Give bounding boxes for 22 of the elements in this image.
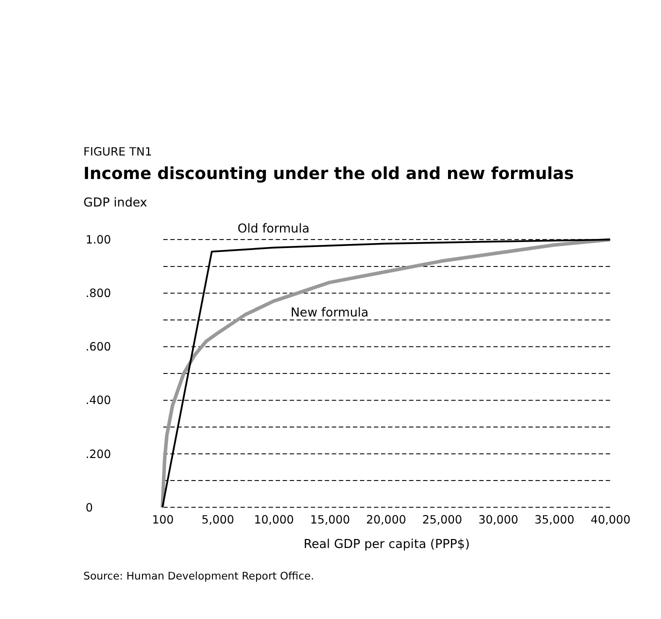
x-axis-title: Real GDP per capita (PPP$) xyxy=(304,537,470,552)
x-tick-label: 35,000 xyxy=(534,512,574,527)
x-tick-label: 100 xyxy=(152,512,174,527)
y-tick-label: .600 xyxy=(86,340,111,354)
series-label: New formula xyxy=(290,306,369,320)
x-tick-label: 15,000 xyxy=(310,512,350,527)
x-tick-label: 10,000 xyxy=(254,512,294,527)
x-tick-label: 5,000 xyxy=(201,512,234,527)
y-tick-label: .200 xyxy=(86,446,111,461)
y-tick-label: .400 xyxy=(86,393,111,408)
x-tick-label: 25,000 xyxy=(422,512,462,527)
chart-subtitle: FIGURE TN1 xyxy=(83,144,152,158)
x-tick-label: 40,000 xyxy=(590,512,630,527)
source-note: Source: Human Development Report Office. xyxy=(83,570,314,582)
x-tick-label: 20,000 xyxy=(366,512,406,527)
chart-title: Income discounting under the old and new formulas xyxy=(83,164,574,184)
x-tick-label: 30,000 xyxy=(478,512,518,527)
y-axis-title: GDP index xyxy=(83,195,148,210)
y-tick-label: 0 xyxy=(86,500,93,514)
y-tick-label: .800 xyxy=(86,286,111,300)
y-tick-label: 1.00 xyxy=(86,232,111,247)
series-label: Old formula xyxy=(237,222,310,236)
